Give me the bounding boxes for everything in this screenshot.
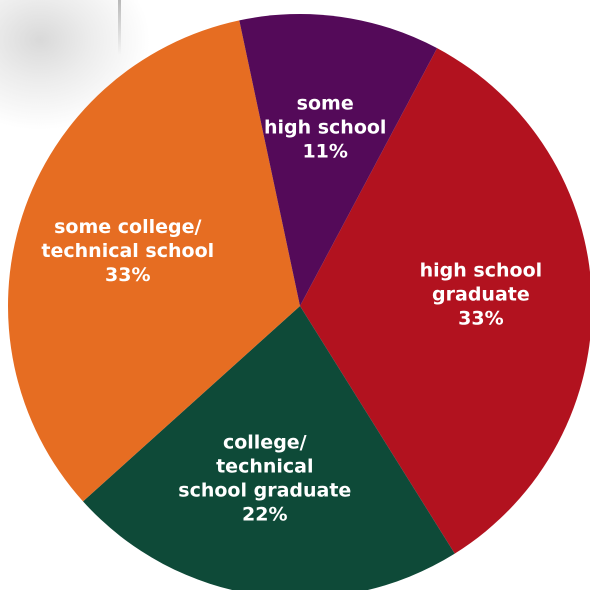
slice-label: some: [297, 93, 354, 115]
slice-label: school graduate: [178, 479, 351, 501]
slice-label: some college/: [54, 216, 201, 238]
pie-slice: [239, 13, 438, 307]
slice-percent-label: 33%: [458, 308, 503, 330]
pie-slice: [83, 306, 455, 590]
slice-label: college/: [223, 431, 307, 453]
slice-percent-label: 22%: [242, 503, 287, 525]
slice-label: technical school: [41, 240, 214, 262]
slice-percent-label: 33%: [105, 264, 150, 286]
slice-percent-label: 11%: [302, 141, 347, 163]
pie-slice: [7, 20, 301, 502]
slice-label: graduate: [432, 284, 530, 306]
background-photo-edge: [118, 0, 121, 55]
slice-label: technical: [216, 455, 313, 477]
slice-label: high school: [420, 260, 543, 282]
slice-label: high school: [264, 117, 387, 139]
pie-slice: [300, 48, 590, 554]
